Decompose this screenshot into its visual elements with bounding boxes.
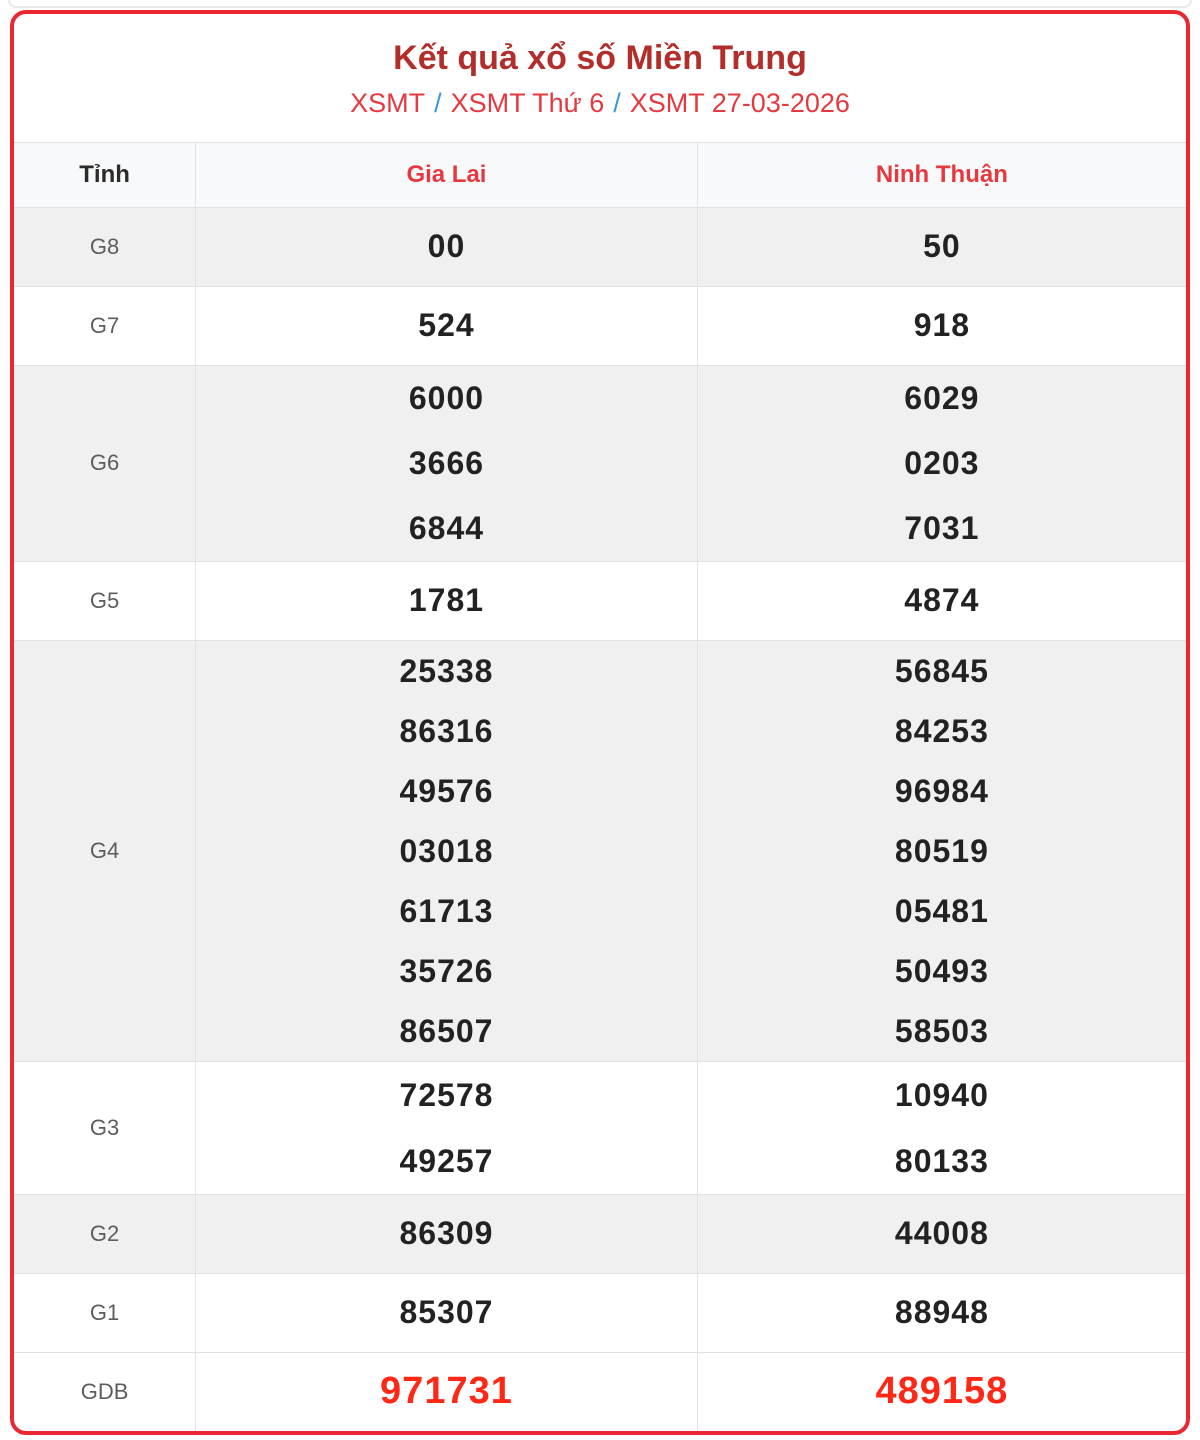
prize-numbers-cell: 524 [195,285,698,366]
prize-numbers-cell: 25338 86316 49576 03018 61713 35726 86507 [195,639,698,1062]
breadcrumb-link-xsmt-date[interactable]: XSMT 27-03-2026 [629,88,850,118]
prize-number: 85307 [399,1294,494,1330]
table-row: G3 72578 49257 10940 80133 [14,1060,1186,1195]
prize-numbers-cell: 00 [195,206,698,287]
prize-number: 524 [418,307,475,343]
prize-number: 1781 [408,582,485,618]
prize-label: G4 [14,639,197,1062]
prize-number: 3666 [408,444,485,481]
prize-number: 86507 [399,1012,494,1049]
table-row: G6 6000 3666 6844 6029 0203 7031 [14,364,1186,562]
prize-number: 0203 [904,444,980,481]
prize-label: G2 [14,1193,197,1274]
prize-number: 72578 [399,1076,494,1113]
breadcrumb-separator: / [434,88,442,118]
column-header-province: Tỉnh [14,143,197,208]
breadcrumb: XSMT / XSMT Thứ 6 / XSMT 27-03-2026 [14,87,1186,119]
breadcrumb-separator: / [613,88,621,118]
prize-number: 03018 [399,832,494,869]
lottery-results-card: Kết quả xổ số Miền Trung XSMT / XSMT Thứ 6… [10,10,1190,1435]
prize-numbers-cell: 6029 0203 7031 [696,364,1186,562]
results-body: G8 00 50 G7 524 918 G6 6000 3666 6844 6029 0203 7031… [14,206,1186,1431]
prize-number: 58503 [894,1012,989,1049]
prize-numbers-cell: 1781 [195,560,698,641]
prize-numbers-cell: 88948 [696,1272,1186,1353]
table-row: G8 00 50 [14,206,1186,287]
prize-number: 7031 [904,509,980,546]
prize-numbers-cell: 6000 3666 6844 [195,364,698,562]
prize-numbers-cell: 918 [696,285,1186,366]
prize-number: 971731 [380,1370,513,1413]
prize-label: G3 [14,1060,197,1195]
prize-number: 86309 [399,1215,494,1251]
prize-number: 56845 [894,652,989,689]
prize-label: G5 [14,560,197,641]
prize-number: 44008 [894,1215,989,1251]
prize-numbers-cell: 4874 [696,560,1186,641]
prize-number: 84253 [894,712,989,749]
results-table: Tỉnh Gia Lai Ninh Thuận G8 00 50 G7 524 918 G6… [14,143,1186,1431]
prize-numbers-cell: 56845 84253 96984 80519 05481 50493 58503 [696,639,1186,1062]
prize-label: G1 [14,1272,197,1353]
card-header: Kết quả xổ số Miền Trung XSMT / XSMT Thứ 6… [14,14,1186,143]
breadcrumb-link-xsmt-weekday[interactable]: XSMT Thứ 6 [450,88,605,118]
prize-label: G8 [14,206,197,287]
table-row: G5 1781 4874 [14,560,1186,641]
prize-number: 918 [913,307,971,343]
table-row: G2 86309 44008 [14,1193,1186,1274]
column-header-gia-lai[interactable]: Gia Lai [195,143,698,208]
prize-number: 50 [923,228,961,264]
prize-number: 25338 [399,652,494,689]
prize-number: 50493 [894,952,989,989]
prize-numbers-cell: 85307 [195,1272,698,1353]
prize-number: 49576 [399,772,494,809]
prize-numbers-cell: 44008 [696,1193,1186,1274]
previous-card-bottom-edge [8,0,1192,8]
prize-number: 49257 [399,1142,494,1179]
page-title: Kết quả xổ số Miền Trung [393,39,807,77]
prize-number: 86316 [399,712,494,749]
breadcrumb-link-xsmt[interactable]: XSMT [350,88,426,118]
column-header-ninh-thuan[interactable]: Ninh Thuận [696,143,1186,208]
prize-number: 05481 [894,892,989,929]
prize-number: 96984 [894,772,989,809]
prize-number: 6029 [904,379,980,416]
prize-numbers-cell: 489158 [696,1351,1186,1431]
prize-numbers-cell: 72578 49257 [195,1060,698,1195]
prize-number: 61713 [399,892,494,929]
prize-number: 80519 [894,832,989,869]
prize-label: GDB [14,1351,197,1431]
prize-number: 00 [427,228,466,264]
prize-number: 6844 [408,509,485,546]
prize-label: G6 [14,364,197,562]
prize-number: 80133 [894,1142,989,1179]
table-header-row: Tỉnh Gia Lai Ninh Thuận [14,143,1186,208]
table-row: G1 85307 88948 [14,1272,1186,1353]
prize-numbers-cell: 971731 [195,1351,698,1431]
table-row: G4 25338 86316 49576 03018 61713 35726 86507 568… [14,639,1186,1062]
prize-number: 10940 [894,1076,989,1113]
table-row: G7 524 918 [14,285,1186,366]
prize-number: 35726 [399,952,494,989]
table-row: GDB 971731 489158 [14,1351,1186,1431]
prize-numbers-cell: 86309 [195,1193,698,1274]
prize-label: G7 [14,285,197,366]
prize-numbers-cell: 10940 80133 [696,1060,1186,1195]
prize-number: 6000 [408,379,485,416]
prize-number: 4874 [904,582,980,618]
prize-number: 88948 [894,1294,989,1330]
prize-number: 489158 [875,1370,1009,1413]
prize-numbers-cell: 50 [696,206,1186,287]
